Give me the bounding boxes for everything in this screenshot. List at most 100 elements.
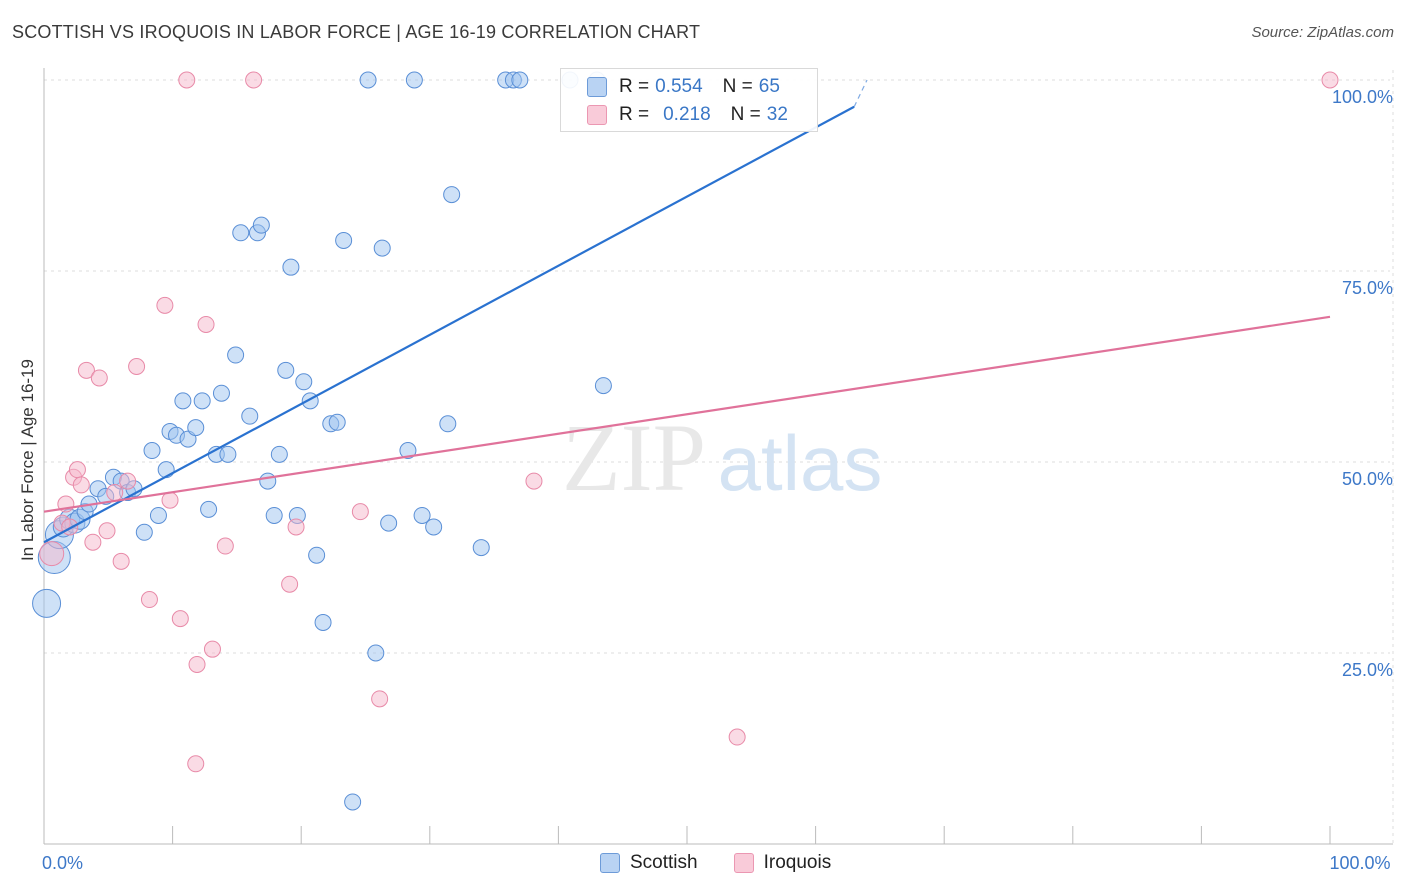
tick-labels: 25.0% 50.0% 75.0% 100.0% 0.0% 100.0%	[42, 87, 1393, 873]
scottish-swatch	[600, 853, 620, 873]
legend-swatch-scottish	[587, 77, 607, 97]
scottish-point	[143, 442, 161, 460]
scottish-point	[149, 506, 167, 524]
iroquois-point	[77, 361, 95, 379]
legend-r-value: 0.554	[655, 76, 703, 97]
scottish-point	[314, 613, 332, 631]
scottish-point	[359, 71, 377, 89]
grid-lines	[44, 70, 1394, 844]
scottish-point	[335, 231, 353, 249]
iroquois-trend-line	[43, 315, 1331, 513]
y-tick-label: 50.0%	[1342, 469, 1393, 489]
scottish-point	[399, 442, 417, 460]
iroquois-point	[112, 552, 130, 570]
scottish-trend-extension	[853, 79, 868, 108]
iroquois-point	[72, 476, 90, 494]
watermark: ZIP atlas	[562, 404, 882, 511]
iroquois-point	[525, 472, 543, 490]
iroquois-point	[68, 461, 86, 479]
iroquois-point	[39, 541, 65, 567]
legend-row-iroquois: R = 0.218 N = 32	[587, 103, 788, 127]
scottish-point	[252, 216, 270, 234]
scottish-point	[472, 539, 490, 557]
scottish-point	[200, 500, 218, 518]
y-tick-label: 25.0%	[1342, 660, 1393, 680]
stats-legend: R = 0.554 N = 65 R = 0.218 N = 32	[560, 68, 818, 132]
legend-n-label: N =	[722, 76, 753, 97]
scottish-point	[157, 461, 175, 479]
legend-n-label: N =	[730, 104, 761, 125]
iroquois-point	[188, 655, 206, 673]
iroquois-swatch	[733, 853, 754, 873]
scottish-point	[380, 514, 398, 532]
scottish-point	[212, 384, 230, 402]
watermark-zip: ZIP	[562, 404, 706, 511]
iroquois-point	[371, 690, 389, 708]
scottish-point	[367, 644, 385, 662]
iroquois-point	[287, 518, 305, 536]
iroquois-point	[98, 522, 116, 540]
iroquois-point	[106, 484, 124, 502]
scottish-point	[405, 71, 423, 89]
iroquois-point	[128, 358, 146, 375]
scottish-point	[265, 506, 283, 524]
iroquois-point	[245, 71, 263, 89]
series-legend: Scottish Iroquois	[600, 852, 867, 874]
legend-item-iroquois[interactable]: Iroquois	[733, 852, 832, 874]
iroquois-point	[728, 728, 746, 746]
iroquois-point	[281, 575, 299, 593]
y-tick-label: 75.0%	[1342, 278, 1393, 298]
legend-n-value: 65	[758, 76, 780, 97]
scottish-point	[227, 346, 245, 364]
scottish-point	[241, 407, 259, 425]
scottish-point	[270, 445, 288, 463]
scottish-point	[259, 472, 277, 490]
legend-r-label: R =	[619, 76, 650, 97]
iroquois-point	[197, 315, 215, 333]
iroquois-point	[161, 491, 179, 509]
y-axis-label: In Labor Force | Age 16-19	[18, 359, 37, 561]
axes	[43, 68, 1393, 845]
chart-title: SCOTTISH VS IROQUOIS IN LABOR FORCE | AG…	[12, 22, 701, 42]
legend-r-label: R =	[619, 104, 650, 125]
scottish-point	[219, 445, 237, 463]
legend-swatch-iroquois	[587, 105, 607, 125]
scottish-point	[594, 377, 612, 395]
scottish-point	[308, 546, 326, 564]
scottish-point	[328, 413, 346, 431]
watermark-atlas: atlas	[718, 419, 883, 507]
scottish-point	[282, 258, 300, 276]
iroquois-point	[156, 296, 174, 314]
iroquois-point	[119, 472, 137, 490]
iroquois-point	[90, 369, 108, 387]
scottish-point	[193, 392, 211, 410]
legend-row-scottish: R = 0.554 N = 65	[587, 75, 780, 99]
iroquois-point	[351, 503, 369, 521]
scottish-point	[443, 186, 461, 204]
iroquois-point	[203, 640, 221, 658]
scottish-point	[232, 224, 250, 242]
legend-r-value: 0.218	[663, 104, 711, 125]
iroquois-point	[216, 537, 234, 555]
scottish-label: Scottish	[630, 852, 698, 873]
scottish-point	[135, 523, 153, 541]
scottish-point	[295, 373, 313, 391]
scottish-point	[344, 793, 362, 811]
x-tick-label: 100.0%	[1329, 853, 1390, 873]
trend-lines	[43, 79, 1331, 544]
legend-item-scottish[interactable]: Scottish	[600, 852, 698, 874]
iroquois-point	[1321, 71, 1339, 89]
x-tick-label: 0.0%	[42, 853, 83, 873]
y-tick-label: 100.0%	[1332, 87, 1393, 107]
legend-n-value: 32	[766, 104, 788, 125]
scottish-point	[187, 419, 205, 437]
iroquois-point	[178, 71, 196, 89]
scottish-point	[413, 506, 431, 524]
scottish-point	[174, 392, 192, 410]
source-credit: Source: ZipAtlas.com	[1251, 24, 1394, 41]
iroquois-label: Iroquois	[763, 852, 832, 873]
iroquois-point	[171, 610, 189, 628]
iroquois-point	[84, 533, 102, 551]
scottish-point	[511, 71, 529, 89]
